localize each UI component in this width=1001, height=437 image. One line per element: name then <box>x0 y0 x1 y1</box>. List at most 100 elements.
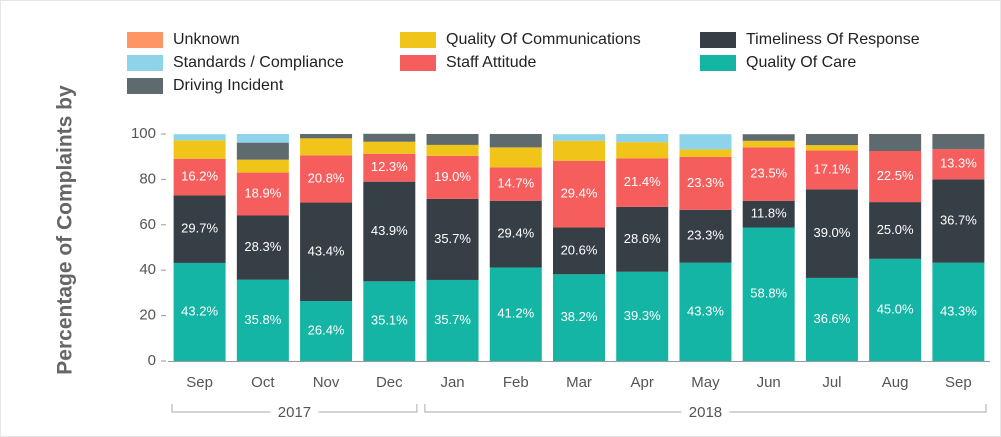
data-label: 18.9% <box>244 185 281 200</box>
data-label: 43.3% <box>940 303 977 318</box>
y-tick-label: 80 <box>139 170 156 187</box>
bar-segment <box>742 147 795 201</box>
data-label: 17.1% <box>813 161 850 176</box>
x-tick-label: Sep <box>186 374 213 391</box>
bar-segment <box>173 140 226 159</box>
data-label: 28.6% <box>624 231 661 246</box>
legend-label: Unknown <box>173 31 240 48</box>
y-tick-label: 40 <box>139 261 156 278</box>
bar-segment <box>426 134 479 145</box>
bar-segment <box>742 134 795 141</box>
data-label: 35.8% <box>244 312 281 327</box>
bar-segment <box>426 144 479 156</box>
x-tick-label: Nov <box>313 374 340 391</box>
bar-segment <box>363 281 416 361</box>
legend-label: Staff Attitude <box>446 54 537 71</box>
legend-label: Standards / Compliance <box>173 54 344 71</box>
bar-segment <box>742 200 795 228</box>
bar-segment <box>173 134 226 141</box>
x-tick-label: Jul <box>822 374 841 391</box>
bar-segment <box>616 206 669 272</box>
bar-segment <box>236 172 289 216</box>
bar-segment <box>300 155 353 203</box>
bar-segment <box>489 134 542 148</box>
bar-segment <box>236 134 289 143</box>
bar-segment <box>300 138 353 156</box>
bar-segment <box>742 140 795 148</box>
data-label: 43.4% <box>308 243 345 258</box>
data-label: 35.1% <box>371 313 408 328</box>
bar-segment <box>300 202 353 302</box>
bar-segment <box>426 198 479 280</box>
group-label-bg <box>270 404 319 420</box>
bar-segment <box>173 158 226 196</box>
x-tick-label: Dec <box>376 374 403 391</box>
bar-segment <box>616 142 669 159</box>
data-label: 21.4% <box>624 174 661 189</box>
x-tick-label: Mar <box>566 374 592 391</box>
data-label: 26.4% <box>308 322 345 337</box>
bar-segment <box>426 279 479 361</box>
bar-segment <box>805 134 858 146</box>
x-tick-label: Feb <box>503 374 529 391</box>
bar-segment <box>679 209 732 263</box>
bar-segment <box>363 133 416 142</box>
data-label: 43.9% <box>371 223 408 238</box>
data-label: 23.3% <box>687 175 724 190</box>
bar-segment <box>616 134 669 143</box>
legend-swatch <box>700 55 736 71</box>
bar-segment <box>869 151 922 203</box>
data-label: 41.2% <box>497 306 534 321</box>
y-axis-label: Percentage of Complaints by <box>54 85 77 375</box>
data-label: 45.0% <box>877 301 914 316</box>
data-label: 39.3% <box>624 308 661 323</box>
group-label: 2018 <box>689 404 722 421</box>
legend-swatch <box>700 32 736 48</box>
data-label: 14.7% <box>497 175 534 190</box>
data-label: 16.2% <box>181 169 218 184</box>
bar-segment <box>679 149 732 157</box>
data-label: 36.6% <box>813 311 850 326</box>
x-tick-label: Aug <box>882 374 909 391</box>
bar-segment <box>553 274 605 361</box>
legend-swatch <box>400 32 436 48</box>
bar-segment <box>300 134 353 139</box>
bar-segment <box>236 142 289 160</box>
bar-segment <box>616 158 669 207</box>
legend-swatch <box>127 32 163 48</box>
data-label: 35.7% <box>434 231 471 246</box>
data-label: 20.8% <box>308 170 345 185</box>
bar-segment <box>932 262 985 361</box>
x-tick-label: May <box>691 374 720 391</box>
bar-segment <box>869 258 922 361</box>
legend-label: Timeliness Of Response <box>746 31 920 48</box>
data-label: 38.2% <box>561 309 598 324</box>
legend-label: Quality Of Communications <box>446 31 641 48</box>
data-label: 39.0% <box>813 225 850 240</box>
legend-swatch <box>400 55 436 71</box>
bar-segment <box>553 140 605 161</box>
group-label: 2017 <box>278 404 311 421</box>
bar-segment <box>616 271 669 361</box>
x-tick-label: Jun <box>757 374 781 391</box>
x-tick-label: Sep <box>945 374 972 391</box>
legend-swatch <box>127 55 163 71</box>
legend-label: Quality Of Care <box>746 54 856 71</box>
bar-segment <box>236 159 289 173</box>
bar-segment <box>236 215 289 280</box>
bar-segment <box>426 155 479 199</box>
legend-swatch <box>127 78 163 94</box>
data-label: 36.7% <box>940 212 977 227</box>
data-label: 23.5% <box>750 166 787 181</box>
bar-segment <box>679 262 732 361</box>
data-label: 23.3% <box>687 228 724 243</box>
bar-segment <box>869 202 922 259</box>
bar-segment <box>805 277 858 361</box>
bar-segment <box>173 262 226 361</box>
group-label-bg <box>681 404 730 420</box>
y-tick-label: 60 <box>139 216 156 233</box>
bar-segment <box>489 267 542 361</box>
bar-segment <box>489 200 542 268</box>
bar-segment <box>489 167 542 201</box>
